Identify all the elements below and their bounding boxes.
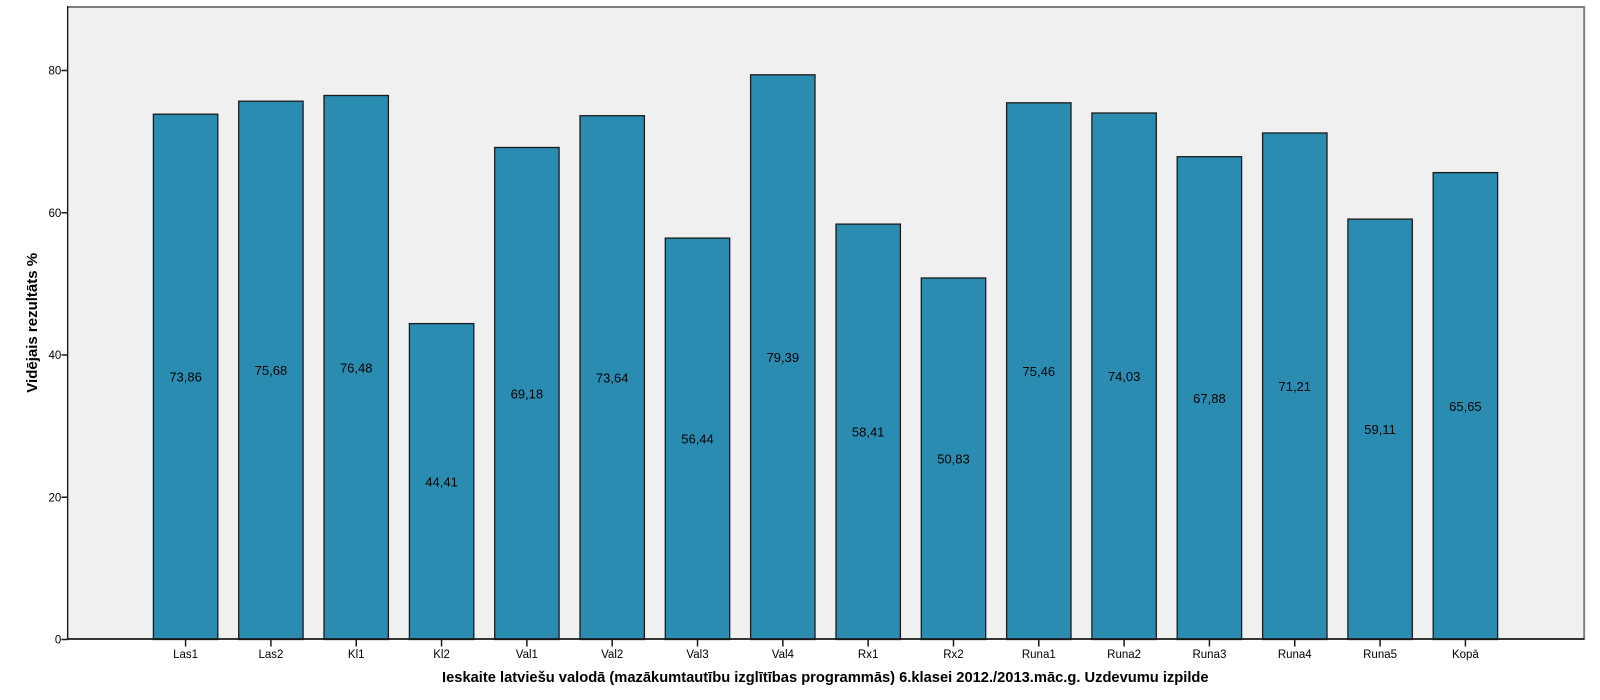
svg-text:Runa3: Runa3 bbox=[1192, 649, 1226, 661]
svg-text:Runa4: Runa4 bbox=[1278, 649, 1312, 661]
svg-text:69,18: 69,18 bbox=[511, 386, 544, 401]
svg-text:71,21: 71,21 bbox=[1278, 379, 1311, 394]
svg-text:Ieskaite latviešu valodā (mazā: Ieskaite latviešu valodā (mazākumtautību… bbox=[442, 670, 1209, 686]
svg-text:Runa5: Runa5 bbox=[1363, 649, 1397, 661]
svg-text:50,83: 50,83 bbox=[937, 452, 970, 467]
svg-text:Val3: Val3 bbox=[686, 649, 708, 661]
svg-text:Kl2: Kl2 bbox=[433, 649, 450, 661]
svg-text:Runa1: Runa1 bbox=[1022, 649, 1056, 661]
svg-text:60: 60 bbox=[49, 208, 62, 220]
svg-text:40: 40 bbox=[49, 350, 62, 362]
svg-text:Rx1: Rx1 bbox=[858, 649, 878, 661]
svg-text:67,88: 67,88 bbox=[1193, 391, 1226, 406]
svg-text:75,46: 75,46 bbox=[1023, 364, 1056, 379]
svg-text:44,41: 44,41 bbox=[425, 474, 458, 489]
svg-text:20: 20 bbox=[49, 492, 62, 504]
svg-text:Vidējais rezultāts %: Vidējais rezultāts % bbox=[24, 253, 41, 393]
svg-text:58,41: 58,41 bbox=[852, 425, 885, 440]
svg-text:75,68: 75,68 bbox=[255, 363, 288, 378]
svg-text:0: 0 bbox=[55, 635, 61, 647]
svg-text:79,39: 79,39 bbox=[767, 350, 800, 365]
svg-text:56,44: 56,44 bbox=[681, 432, 714, 447]
svg-text:Kopā: Kopā bbox=[1452, 649, 1479, 661]
svg-text:59,11: 59,11 bbox=[1364, 422, 1396, 437]
svg-text:74,03: 74,03 bbox=[1108, 369, 1141, 384]
svg-text:Las2: Las2 bbox=[258, 649, 283, 661]
svg-text:73,64: 73,64 bbox=[596, 370, 629, 385]
svg-text:73,86: 73,86 bbox=[169, 370, 202, 385]
svg-text:76,48: 76,48 bbox=[340, 360, 373, 375]
svg-text:Rx2: Rx2 bbox=[943, 649, 963, 661]
svg-text:Kl1: Kl1 bbox=[348, 649, 365, 661]
svg-text:65,65: 65,65 bbox=[1449, 399, 1482, 414]
svg-text:80: 80 bbox=[49, 66, 62, 78]
svg-text:Val1: Val1 bbox=[516, 649, 538, 661]
svg-text:Runa2: Runa2 bbox=[1107, 649, 1141, 661]
svg-text:Las1: Las1 bbox=[173, 649, 198, 661]
svg-text:Val2: Val2 bbox=[601, 649, 623, 661]
svg-text:Val4: Val4 bbox=[772, 649, 795, 661]
